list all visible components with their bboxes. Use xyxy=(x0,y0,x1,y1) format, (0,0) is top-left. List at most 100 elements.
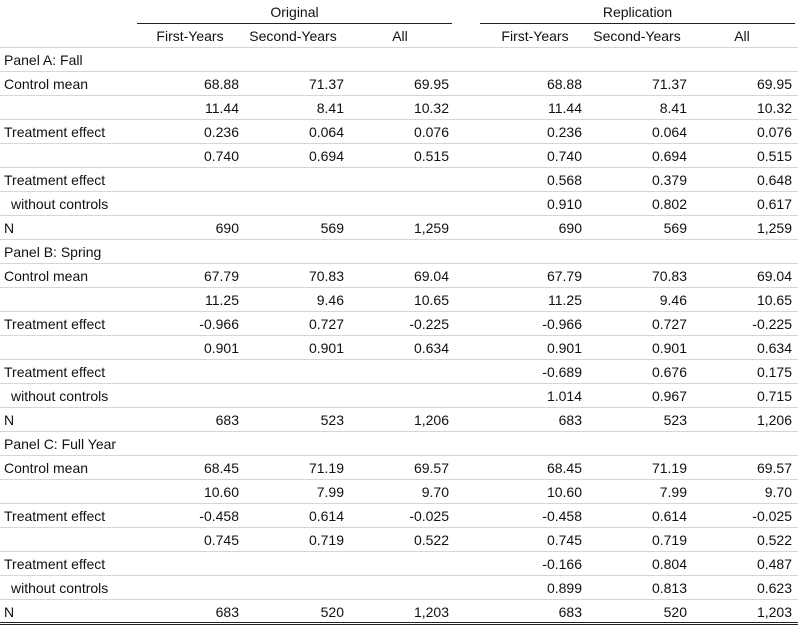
table-cell xyxy=(244,192,344,216)
table-cell: 0.804 xyxy=(651,556,687,572)
row-label-treatment-effect: Treatment effect xyxy=(4,124,106,140)
table-cell: 0.064 xyxy=(308,124,344,140)
table-cell: 11.44 xyxy=(205,100,239,116)
table-cell: 0.617 xyxy=(756,196,792,212)
table-cell: 0.614 xyxy=(308,508,344,524)
table-cell: 690 xyxy=(215,220,239,236)
table-cell: 0.634 xyxy=(413,340,449,356)
row-label-without-controls: without controls xyxy=(11,580,109,596)
panel-divider xyxy=(0,239,798,240)
row-gridline xyxy=(0,215,798,216)
table-cell xyxy=(139,192,239,216)
table-cell: 1,259 xyxy=(413,220,449,236)
table-cell: 0.694 xyxy=(651,148,687,164)
table-cell: 67.79 xyxy=(546,268,582,284)
table-cell: 0.694 xyxy=(308,148,344,164)
table-cell: 10.65 xyxy=(413,292,449,308)
row-label-treatment-effect: Treatment effect xyxy=(4,556,106,572)
table-cell: 10.60 xyxy=(203,484,239,500)
table-cell xyxy=(349,240,449,264)
table-cell: 683 xyxy=(558,412,582,428)
table-cell: 520 xyxy=(663,604,687,620)
table-cell: 68.45 xyxy=(203,460,239,476)
table-cell: 523 xyxy=(663,412,687,428)
row-gridline xyxy=(0,143,798,144)
table-cell: 0.901 xyxy=(308,340,344,356)
table-cell: 8.41 xyxy=(316,100,344,116)
table-cell: 0.910 xyxy=(546,196,582,212)
row-gridline xyxy=(0,359,798,360)
table-cell xyxy=(139,360,239,384)
table-cell xyxy=(349,168,449,192)
table-cell: 1,206 xyxy=(756,412,792,428)
table-cell xyxy=(349,552,449,576)
table-cell: 11.25 xyxy=(205,292,239,308)
table-cell: 0.899 xyxy=(546,580,582,596)
table-cell: -0.025 xyxy=(752,508,792,524)
table-cell: 69.95 xyxy=(756,76,792,92)
table-cell: 0.745 xyxy=(546,532,582,548)
col-header-original-all: All xyxy=(392,28,408,44)
table-cell: 0.901 xyxy=(546,340,582,356)
table-cell xyxy=(139,432,239,456)
table-cell xyxy=(349,576,449,600)
table-cell xyxy=(139,552,239,576)
table-cell: 0.719 xyxy=(651,532,687,548)
table-cell: 523 xyxy=(320,412,344,428)
table-cell: 0.515 xyxy=(756,148,792,164)
row-label-treatment-effect: Treatment effect xyxy=(4,364,106,380)
row-gridline xyxy=(0,263,798,264)
table-cell: 71.37 xyxy=(308,76,344,92)
table-cell xyxy=(349,384,449,408)
table-cell: 7.99 xyxy=(316,484,344,500)
table-cell: 11.44 xyxy=(548,100,582,116)
table-cell: -0.966 xyxy=(542,316,582,332)
table-cell xyxy=(692,432,792,456)
table-cell: 0.813 xyxy=(651,580,687,596)
table-cell: 0.740 xyxy=(203,148,239,164)
table-cell: -0.458 xyxy=(199,508,239,524)
row-gridline xyxy=(0,119,798,120)
table-cell: 0.487 xyxy=(756,556,792,572)
replication-group-rule xyxy=(480,23,795,24)
table-cell: -0.166 xyxy=(542,556,582,572)
table-cell: 1,206 xyxy=(413,412,449,428)
table-cell: 68.88 xyxy=(546,76,582,92)
table-cell xyxy=(349,360,449,384)
table-cell xyxy=(349,192,449,216)
table-cell xyxy=(692,48,792,72)
table-cell: 69.57 xyxy=(413,460,449,476)
row-gridline xyxy=(0,575,798,576)
row-label-without-controls: without controls xyxy=(11,388,109,404)
table-cell xyxy=(139,240,239,264)
row-label-panel-a-fall: Panel A: Fall xyxy=(4,52,83,68)
table-cell: 70.83 xyxy=(308,268,344,284)
table-cell: 70.83 xyxy=(651,268,687,284)
table-cell: 0.522 xyxy=(413,532,449,548)
row-label-n: N xyxy=(4,604,15,620)
table-cell xyxy=(587,432,687,456)
col-header-original-second-years: Second-Years xyxy=(249,28,337,44)
table-cell: 0.076 xyxy=(756,124,792,140)
row-gridline xyxy=(0,407,798,408)
table-cell: 9.70 xyxy=(421,484,449,500)
row-gridline xyxy=(0,455,798,456)
table-cell: 10.32 xyxy=(413,100,449,116)
row-label-control-mean: Control mean xyxy=(4,76,89,92)
table-cell: 71.37 xyxy=(651,76,687,92)
table-cell: 0.715 xyxy=(756,388,792,404)
table-cell: 1,203 xyxy=(413,604,449,620)
table-cell xyxy=(139,576,239,600)
table-cell: -0.025 xyxy=(409,508,449,524)
table-cell: 71.19 xyxy=(651,460,687,476)
table-cell xyxy=(139,48,239,72)
table-cell: 11.25 xyxy=(548,292,582,308)
table-cell: 8.41 xyxy=(659,100,687,116)
row-label-treatment-effect: Treatment effect xyxy=(4,172,106,188)
table-cell xyxy=(244,432,344,456)
row-gridline xyxy=(0,551,798,552)
table-cell: 69.57 xyxy=(756,460,792,476)
row-label-without-controls: without controls xyxy=(11,196,109,212)
table-cell: 67.79 xyxy=(203,268,239,284)
